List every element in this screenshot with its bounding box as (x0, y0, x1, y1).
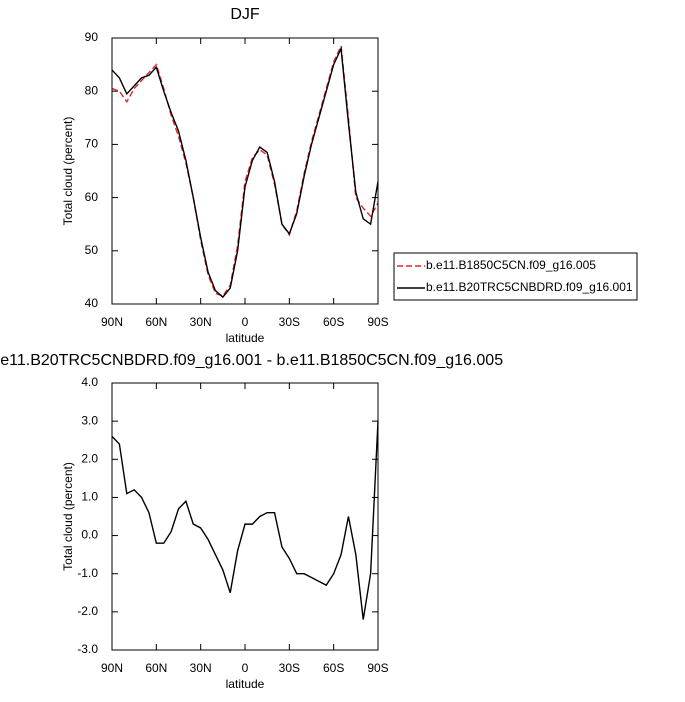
y-tick-label: 80 (85, 83, 99, 97)
y-tick-label: 2.0 (81, 451, 98, 465)
y-tick-label: 3.0 (81, 413, 98, 427)
plot-frame (111, 37, 379, 305)
legend-box (393, 252, 638, 301)
y-tick-label: 0.0 (81, 528, 98, 542)
x-tick-label: 30S (279, 661, 300, 675)
y-tick-label: -2.0 (77, 604, 98, 618)
legend-label: b.e11.B1850C5CN.f09_g16.005 (426, 258, 596, 272)
y-axis-label: Total cloud (percent) (61, 117, 75, 226)
y-tick-label: 70 (85, 137, 99, 151)
x-tick-label: 90N (101, 315, 123, 329)
x-tick-label: 60N (145, 661, 167, 675)
legend-label: b.e11.B20TRC5CNBDRD.f09_g16.001 (426, 280, 633, 294)
y-tick-label: 50 (85, 243, 99, 257)
x-tick-label: 60S (323, 661, 344, 675)
chart-title: DJF (230, 6, 260, 23)
x-tick-label: 30S (279, 315, 300, 329)
y-tick-label: 1.0 (81, 490, 98, 504)
y-axis-label: Total cloud (percent) (61, 462, 75, 571)
x-tick-label: 60N (145, 315, 167, 329)
data-line (111, 43, 379, 297)
x-tick-label: 60S (323, 315, 344, 329)
data-line (111, 421, 379, 620)
x-tick-label: 30N (190, 315, 212, 329)
data-line (111, 46, 379, 299)
y-tick-label: 60 (85, 190, 99, 204)
y-tick-label: -1.0 (77, 566, 98, 580)
x-tick-label: 90N (101, 661, 123, 675)
x-tick-label: 0 (242, 315, 249, 329)
x-axis-label: latitude (226, 677, 265, 691)
plot-frame (111, 382, 379, 651)
y-tick-label: 4.0 (81, 375, 98, 389)
y-tick-label: 40 (85, 296, 99, 310)
x-tick-label: 90S (367, 661, 388, 675)
chart-title: b.e11.B20TRC5CNBDRD.f09_g16.001 - b.e11.… (0, 352, 503, 369)
x-axis-label: latitude (226, 331, 265, 345)
y-tick-label: -3.0 (77, 642, 98, 656)
x-tick-label: 0 (242, 661, 249, 675)
y-tick-label: 90 (85, 30, 99, 44)
x-tick-label: 90S (367, 315, 388, 329)
x-tick-label: 30N (190, 661, 212, 675)
